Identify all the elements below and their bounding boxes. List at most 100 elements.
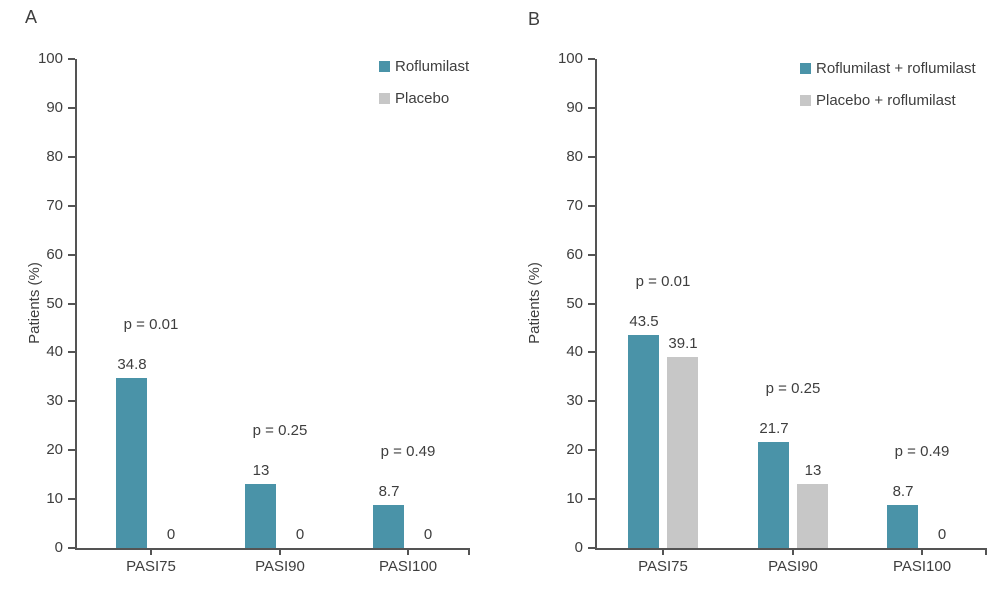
y-tick-label: 10 (46, 490, 63, 507)
y-tick-label: 80 (566, 148, 583, 165)
bar-placebo-roflumilast (667, 357, 698, 548)
x-tick-mark (792, 550, 794, 555)
y-tick-mark (588, 547, 595, 549)
legend-label: Roflumilast + roflumilast (816, 60, 976, 77)
category-label: PASI100 (378, 558, 438, 575)
panel-b: B Patients (%) 0 10 20 30 40 50 60 70 80 90 100 PASI7… (500, 0, 1000, 589)
y-tick-label: 60 (46, 246, 63, 263)
category-label: PASI75 (126, 558, 176, 575)
y-tick-label: 20 (566, 441, 583, 458)
x-tick-mark (150, 550, 152, 555)
y-tick-label: 70 (46, 197, 63, 214)
panel-letter: B (528, 9, 541, 29)
x-tick-mark (921, 550, 923, 555)
bar-roflumilast-roflumilast (887, 505, 918, 548)
y-axis-line (75, 59, 77, 550)
y-tick-mark (68, 303, 75, 305)
bar-roflumilast (116, 378, 147, 548)
y-tick-label: 100 (37, 50, 63, 67)
y-tick-label: 10 (566, 490, 583, 507)
y-tick-mark (588, 107, 595, 109)
bar-value-label: 13 (252, 462, 270, 479)
bar-roflumilast-roflumilast (628, 335, 659, 548)
bar-value-label: 39.1 (668, 335, 698, 352)
x-tick-mark (279, 550, 281, 555)
bar-value-label: 21.7 (759, 420, 789, 437)
y-tick-label: 40 (46, 343, 63, 360)
p-value-label: p = 0.01 (635, 273, 691, 290)
y-tick-label: 30 (46, 392, 63, 409)
y-tick-mark (588, 498, 595, 500)
bar-value-label: 8.7 (378, 483, 400, 500)
bar-roflumilast-roflumilast (758, 442, 789, 548)
legend: Roflumilast + roflumilast Placebo + roflu… (800, 60, 1000, 124)
legend-swatch (800, 95, 811, 106)
p-value-label: p = 0.25 (765, 380, 821, 397)
y-tick-label: 50 (46, 295, 63, 312)
legend-label: Placebo (395, 90, 450, 107)
y-tick-label: 80 (46, 148, 63, 165)
y-tick-mark (68, 156, 75, 158)
y-tick-mark (588, 156, 595, 158)
y-axis-line (595, 59, 597, 550)
y-tick-mark (588, 254, 595, 256)
category-label: PASI90 (768, 558, 818, 575)
legend-label: Placebo + roflumilast (816, 92, 956, 109)
category-label: PASI100 (892, 558, 952, 575)
category-label: PASI75 (638, 558, 688, 575)
y-tick-label: 20 (46, 441, 63, 458)
y-tick-mark (68, 205, 75, 207)
bar-value-label: 0 (166, 526, 176, 543)
y-tick-mark (68, 547, 75, 549)
y-tick-label: 100 (557, 50, 583, 67)
y-tick-mark (68, 58, 75, 60)
x-tick-mark (407, 550, 409, 555)
bar-value-label: 13 (804, 462, 822, 479)
x-axis-line (75, 548, 470, 550)
p-value-label: p = 0.01 (123, 316, 179, 333)
y-tick-mark (588, 400, 595, 402)
bar-roflumilast (245, 484, 276, 548)
y-tick-label: 90 (46, 99, 63, 116)
legend-swatch (379, 61, 390, 72)
bar-value-label: 43.5 (629, 313, 659, 330)
y-tick-label: 40 (566, 343, 583, 360)
y-tick-mark (68, 107, 75, 109)
y-tick-mark (68, 351, 75, 353)
y-tick-mark (68, 498, 75, 500)
x-axis-end-tick (468, 550, 470, 555)
bar-value-label: 0 (937, 526, 947, 543)
p-value-label: p = 0.49 (894, 443, 950, 460)
y-tick-mark (68, 449, 75, 451)
y-tick-mark (588, 303, 595, 305)
bar-roflumilast (373, 505, 404, 548)
legend-item: Placebo (379, 90, 500, 108)
legend-item: Roflumilast (379, 58, 500, 76)
legend-item: Roflumilast + roflumilast (800, 60, 1000, 78)
x-axis-end-tick (985, 550, 987, 555)
bar-value-label: 34.8 (117, 356, 147, 373)
legend-swatch (800, 63, 811, 74)
y-tick-label: 70 (566, 197, 583, 214)
x-axis-line (595, 548, 987, 550)
p-value-label: p = 0.49 (380, 443, 436, 460)
y-tick-mark (68, 400, 75, 402)
y-tick-mark (588, 351, 595, 353)
bar-value-label: 0 (423, 526, 433, 543)
p-value-label: p = 0.25 (252, 422, 308, 439)
y-tick-label: 30 (566, 392, 583, 409)
bar-value-label: 8.7 (892, 483, 914, 500)
y-tick-mark (588, 205, 595, 207)
y-tick-label: 0 (54, 539, 63, 556)
legend-item: Placebo + roflumilast (800, 92, 1000, 110)
legend: Roflumilast Placebo (379, 58, 500, 122)
panel-a: A Patients (%) 0 10 20 30 40 50 60 70 80 90 100 PASI7… (25, 7, 500, 575)
panel-letter: A (25, 7, 38, 27)
y-tick-label: 50 (566, 295, 583, 312)
y-tick-mark (588, 58, 595, 60)
y-tick-label: 60 (566, 246, 583, 263)
y-tick-label: 90 (566, 99, 583, 116)
legend-label: Roflumilast (395, 58, 470, 75)
legend-swatch (379, 93, 390, 104)
